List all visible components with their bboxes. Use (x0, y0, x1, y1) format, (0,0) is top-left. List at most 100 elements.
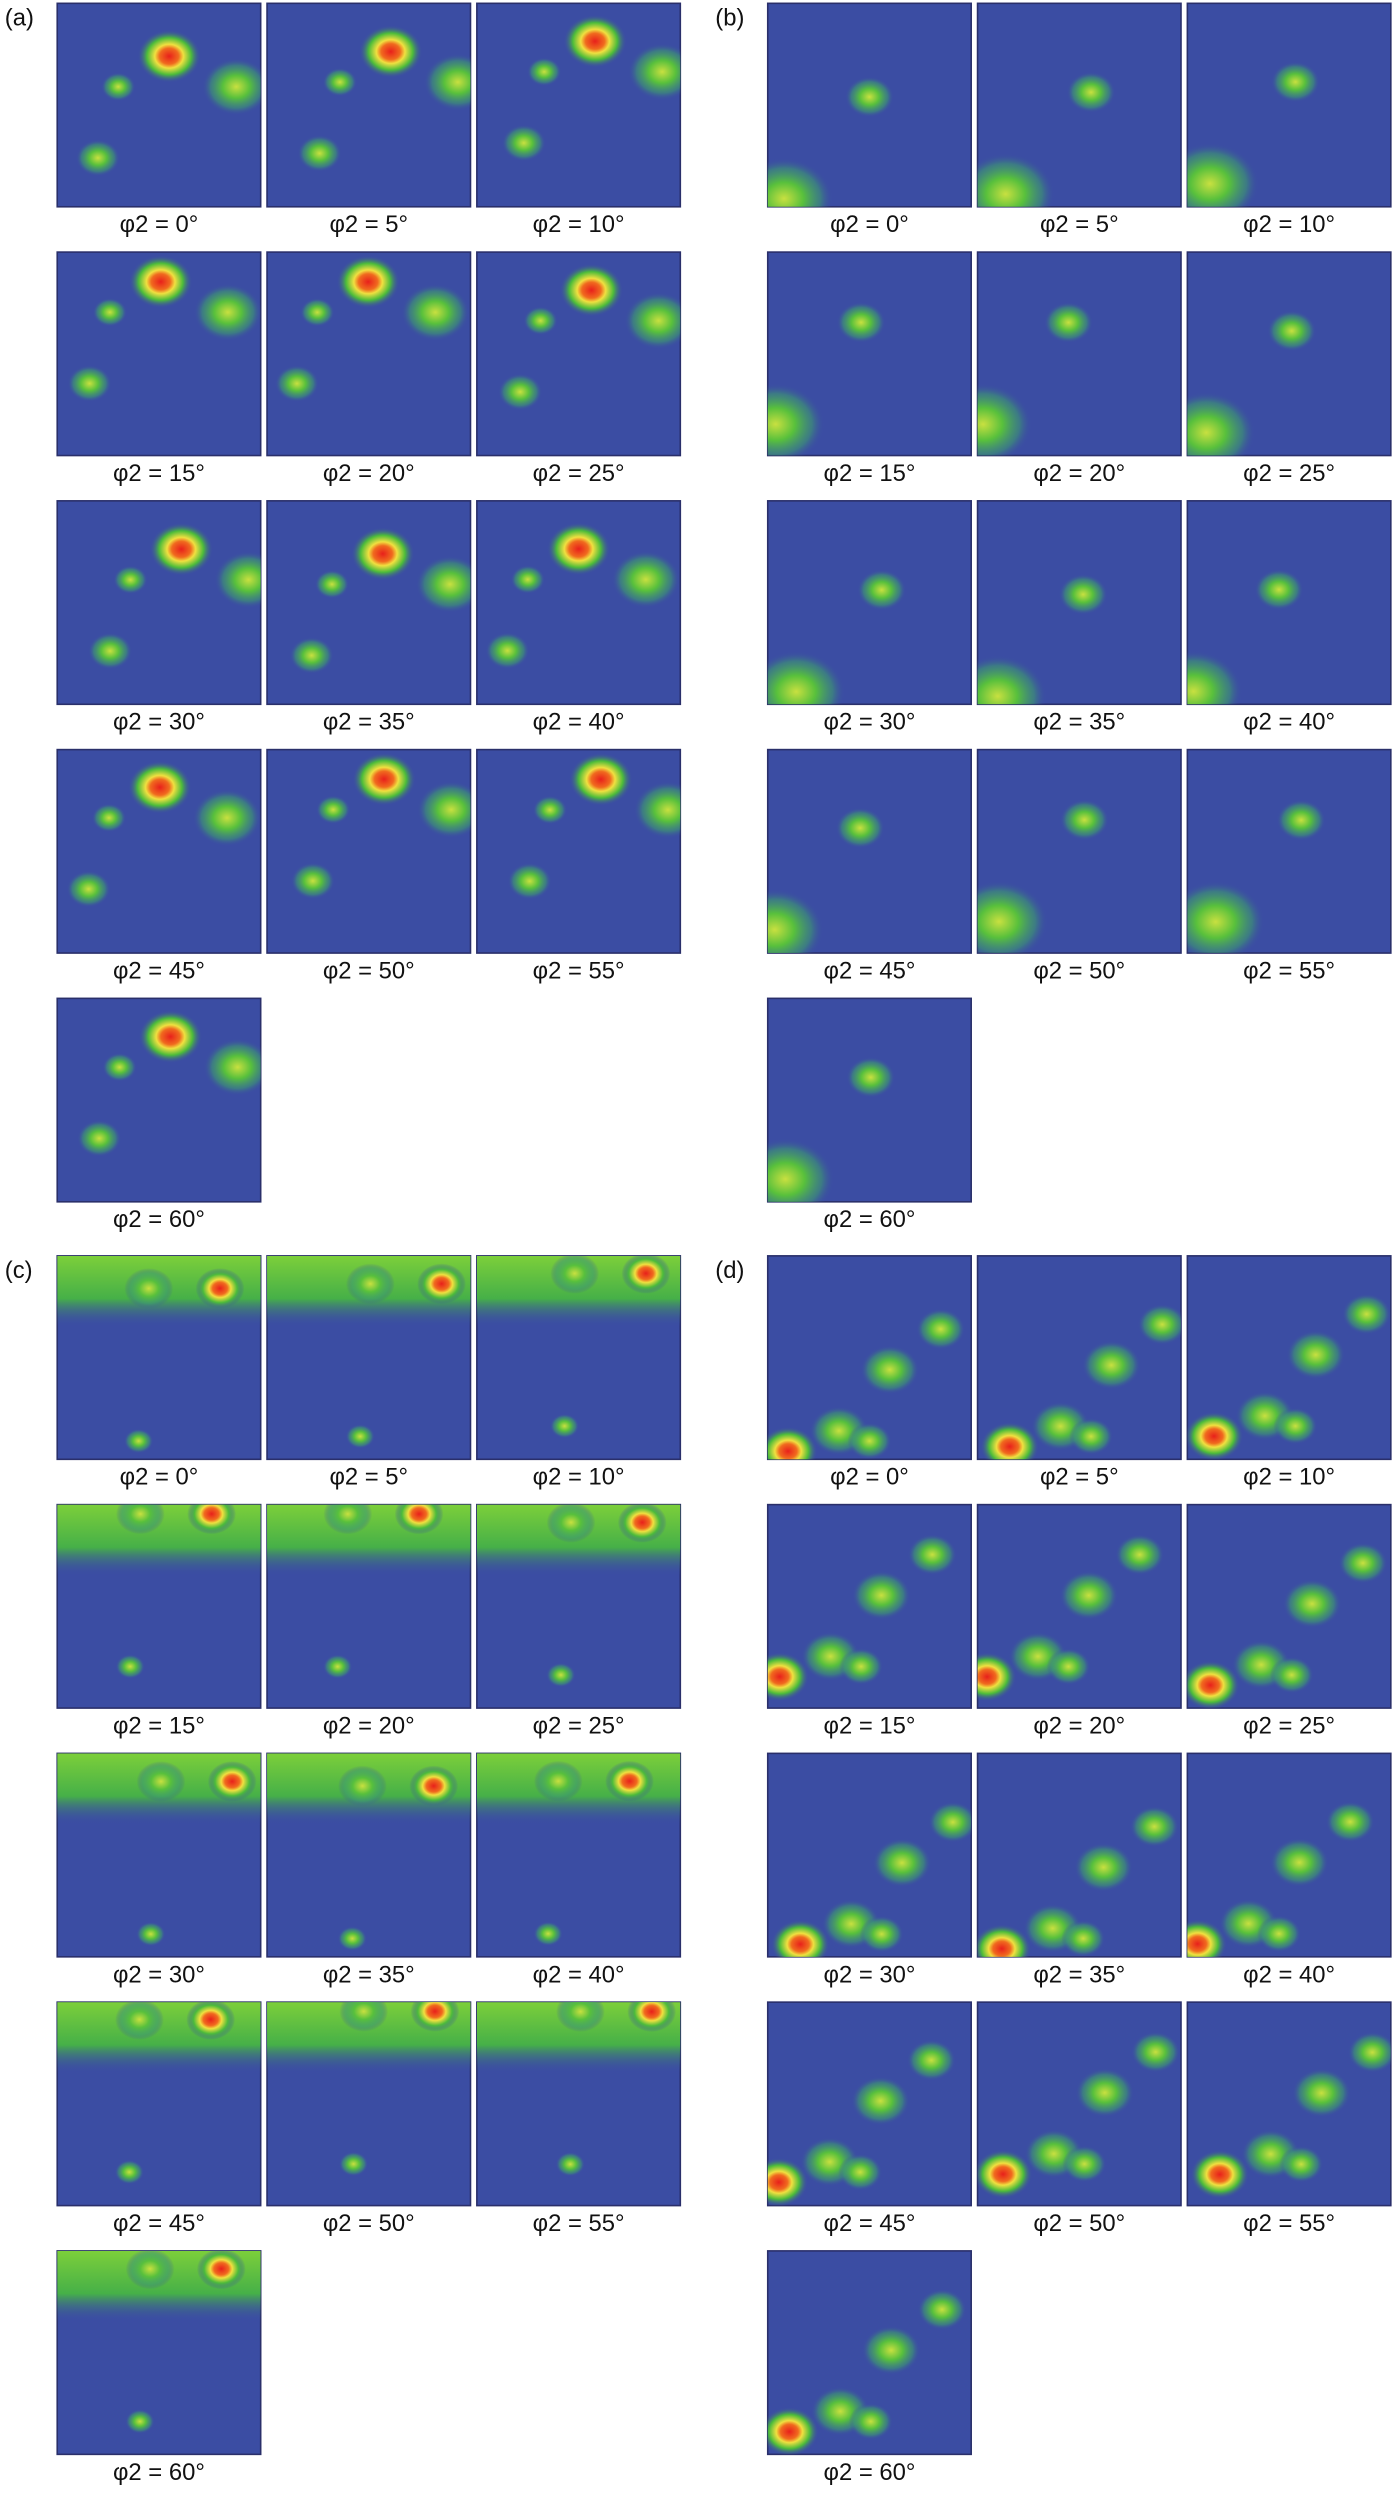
section-caption: φ2 = 60° (113, 2459, 205, 2486)
intensity (75, 29, 261, 177)
odf-section (56, 997, 262, 1203)
intensity-peak (187, 1504, 236, 1535)
section-caption: φ2 = 35° (323, 1961, 415, 1988)
odf-section (1186, 500, 1392, 706)
intensity (290, 752, 471, 900)
odf-section (56, 500, 262, 706)
intensity-peak (338, 1765, 387, 1807)
odf-section (976, 1503, 1182, 1709)
intensity-peak (917, 2289, 967, 2330)
intensity-peak (1046, 1648, 1091, 1685)
intensity-peak (627, 2002, 677, 2032)
intensity-peak (845, 76, 894, 118)
odf-section (1186, 1255, 1392, 1461)
intensity-peak (767, 157, 833, 207)
intensity-peak (767, 651, 846, 705)
intensity-peak (569, 752, 633, 806)
odf-section (766, 1255, 972, 1461)
intensity-peak (1069, 1418, 1114, 1455)
odf-section (56, 2, 262, 208)
intensity (267, 1255, 471, 1449)
intensity-peak (859, 1915, 904, 1953)
intensity (980, 1304, 1182, 1460)
intensity-peak (977, 383, 1032, 456)
odf-section (766, 500, 972, 706)
intensity-peak (115, 1654, 145, 1679)
intensity (1190, 2031, 1391, 2199)
odf-section (266, 1255, 472, 1461)
odf-section (56, 748, 262, 954)
intensity (485, 522, 680, 669)
intensity-peak (113, 565, 148, 595)
intensity-peak (193, 283, 261, 341)
panel-label: (b) (715, 5, 744, 32)
intensity-peak (67, 365, 112, 402)
section-caption: φ2 = 0° (830, 1464, 909, 1491)
intensity-peak (149, 522, 214, 576)
odf-section (476, 1255, 682, 1461)
section-caption: φ2 = 15° (113, 1713, 205, 1740)
intensity-peak (88, 632, 133, 670)
intensity-peak (533, 1760, 583, 1802)
intensity-peak (409, 1765, 459, 1807)
section-caption: φ2 = 25° (1243, 1713, 1335, 1740)
section-caption: φ2 = 10° (533, 211, 625, 238)
intensity-peak (192, 789, 261, 847)
section-caption: φ2 = 20° (323, 1713, 415, 1740)
intensity-peak (314, 570, 350, 599)
intensity-peak (852, 1570, 911, 1620)
intensity-peak (1269, 1656, 1314, 1694)
section-caption: φ2 = 60° (113, 1206, 205, 1233)
intensity-peak (1187, 1411, 1244, 1460)
intensity-peak (417, 781, 471, 839)
odf-section (1186, 748, 1392, 954)
intensity (767, 76, 894, 207)
intensity-peak (136, 1921, 166, 1947)
intensity-peak (1082, 1340, 1141, 1390)
intensity-peak (138, 1010, 203, 1064)
panel-label: (d) (715, 1257, 744, 1284)
odf-section (56, 2001, 262, 2207)
odf-section (266, 748, 472, 954)
intensity-peak (836, 302, 886, 343)
section-caption: φ2 = 0° (120, 211, 199, 238)
intensity-peak (848, 2403, 893, 2440)
intensity-peak (316, 795, 351, 824)
intensity (767, 807, 885, 954)
intensity (767, 1308, 966, 1460)
section-caption: φ2 = 15° (113, 460, 205, 487)
intensity-peak (546, 1662, 576, 1688)
odf-section (476, 251, 682, 457)
intensity-peak (1257, 1915, 1301, 1953)
intensity (1187, 1542, 1388, 1709)
intensity-peak (125, 2250, 175, 2290)
intensity-peak (928, 1801, 972, 1843)
intensity-peak (214, 551, 261, 609)
intensity-peak (203, 1038, 261, 1096)
odf-section (476, 2001, 682, 2207)
intensity-peak (767, 1426, 818, 1460)
section-caption: φ2 = 10° (533, 1464, 625, 1491)
intensity-peak (1187, 1660, 1240, 1709)
intensity (977, 1806, 1179, 1957)
odf-section (766, 748, 972, 954)
section-caption: φ2 = 55° (533, 957, 625, 984)
intensity (977, 574, 1108, 705)
intensity-peak (101, 72, 136, 101)
intensity-peak (835, 807, 885, 849)
intensity-peak (916, 1308, 966, 1350)
intensity-peak (1187, 391, 1256, 456)
odf-section (266, 251, 472, 457)
intensity (1187, 310, 1317, 456)
intensity-peak (861, 2325, 921, 2375)
intensity-peak (549, 1413, 580, 1439)
intensity-peak (1254, 569, 1304, 610)
section-caption: φ2 = 25° (1243, 460, 1335, 487)
intensity-peak (533, 1921, 563, 1946)
odf-section (266, 1503, 472, 1709)
intensity-peak (136, 1761, 186, 1802)
intensity (1187, 1801, 1375, 1957)
section-caption: φ2 = 20° (323, 460, 415, 487)
